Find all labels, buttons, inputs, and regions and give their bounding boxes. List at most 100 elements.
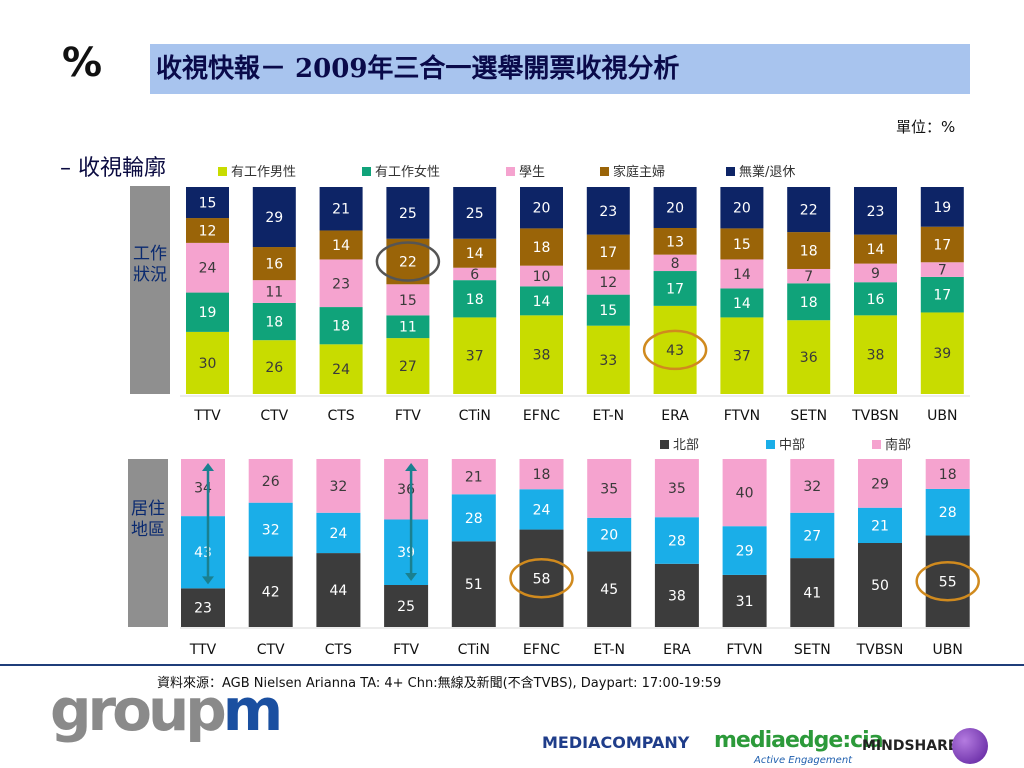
percent-mark: % xyxy=(62,40,103,86)
bar-segment-ftv xyxy=(386,284,430,316)
data-label: 16 xyxy=(867,292,885,308)
bar-segment-cts xyxy=(316,553,361,627)
x-tick-label: TVBSN xyxy=(856,642,904,658)
data-label: 14 xyxy=(466,246,484,262)
bar-segment-efnc xyxy=(520,286,563,316)
bar-segment-setn xyxy=(787,187,831,233)
bar-segment-ftvn xyxy=(720,187,764,229)
highlight-circle xyxy=(375,241,441,282)
data-label: 30 xyxy=(199,356,217,372)
data-label: 24 xyxy=(329,526,347,542)
data-label: 39 xyxy=(933,346,951,362)
side-label-region: 居住地區 xyxy=(128,459,168,627)
legend-unemployed-retired: 無業/退休 xyxy=(726,161,795,180)
page-title: 收視快報－ 2009年三合一選舉開票收視分析 xyxy=(150,44,970,94)
unit-label: 單位：% xyxy=(896,118,956,136)
bar-segment-setn xyxy=(787,320,831,394)
bar-segment-ctv xyxy=(252,187,296,248)
bar-segment-ttv xyxy=(186,331,229,394)
data-label: 25 xyxy=(399,206,417,222)
data-label: 10 xyxy=(533,269,551,285)
legend-label: 家庭主婦 xyxy=(613,165,666,180)
data-label: 12 xyxy=(199,223,217,239)
bar-segment-era xyxy=(653,227,697,255)
mindshare-logo: MINDSHARE xyxy=(862,738,958,754)
data-label: 11 xyxy=(399,320,417,336)
legend-employed-male: 有工作男性 xyxy=(218,161,296,180)
groupm-logo-text: group xyxy=(50,676,227,744)
range-arrow-head xyxy=(202,463,214,471)
legend-south: 南部 xyxy=(872,434,911,453)
data-label: 18 xyxy=(265,315,283,331)
bar-segment-ftv xyxy=(384,459,429,520)
bar-segment-tvbsn xyxy=(858,459,902,508)
data-label: 15 xyxy=(399,293,417,309)
data-label: 13 xyxy=(666,234,684,250)
data-label: 23 xyxy=(599,204,617,220)
data-label: 17 xyxy=(933,238,951,254)
x-tick-label: FTV xyxy=(393,642,419,658)
data-source-note: 資料來源：AGB Nielsen Arianna TA: 4+ Chn:無線及新… xyxy=(157,676,722,691)
data-label: 35 xyxy=(600,481,618,497)
data-label: 6 xyxy=(470,267,479,283)
data-label: 14 xyxy=(533,294,551,310)
chart-2: 234334TTV423226CTV442432CTS253936FTV5128… xyxy=(180,459,980,658)
data-label: 20 xyxy=(733,201,751,217)
section-subtitle: – 收視輪廓 xyxy=(60,156,166,181)
legend-central: 中部 xyxy=(766,434,805,453)
data-label: 35 xyxy=(668,481,686,497)
data-label: 21 xyxy=(871,518,889,534)
data-label: 20 xyxy=(533,201,551,217)
legend-label: 有工作女性 xyxy=(375,165,441,180)
bar-segment-ctin xyxy=(453,187,497,239)
range-arrow-head xyxy=(202,576,214,585)
legend-student: 學生 xyxy=(506,161,545,180)
x-tick-label: TTV xyxy=(189,642,217,658)
x-tick-label: FTVN xyxy=(726,642,762,658)
bar-segment-cts xyxy=(319,230,363,260)
legend-label: 學生 xyxy=(519,165,546,180)
bar-segment-ubn xyxy=(920,312,964,394)
bar-segment-ubn xyxy=(920,187,964,227)
data-label: 18 xyxy=(533,467,551,483)
x-tick-label: CTV xyxy=(257,642,285,658)
data-label: 26 xyxy=(262,474,280,490)
data-label: 41 xyxy=(803,586,821,602)
bar-segment-era xyxy=(654,563,699,627)
data-label: 18 xyxy=(466,292,484,308)
bar-segment-setn xyxy=(787,283,831,321)
bar-segment-ctv xyxy=(248,459,293,503)
data-label: 28 xyxy=(668,534,686,550)
data-label: 29 xyxy=(736,544,754,560)
bar-segment-era xyxy=(653,254,697,272)
bar-segment-ctin xyxy=(451,494,496,542)
legend-swatch xyxy=(726,167,735,176)
data-label: 33 xyxy=(599,353,617,369)
data-label: 37 xyxy=(466,349,484,365)
bar-segment-ctin xyxy=(453,317,497,394)
bar-segment-ctv xyxy=(252,280,296,303)
data-label: 17 xyxy=(933,288,951,304)
x-tick-label: CTiN xyxy=(459,408,491,424)
bar-segment-ttv xyxy=(186,218,229,243)
bar-segment-ttv xyxy=(186,242,229,293)
x-tick-label: ERA xyxy=(663,642,691,658)
bar-segment-ftv xyxy=(384,585,429,627)
data-label: 55 xyxy=(939,574,957,590)
data-label: 14 xyxy=(867,242,885,258)
legend-label: 北部 xyxy=(673,438,700,453)
side-label-work-status: 工作狀況 xyxy=(130,186,170,394)
data-label: 14 xyxy=(332,238,350,254)
bar-segment-ftvn xyxy=(720,317,764,394)
bar-segment-ftvn xyxy=(720,259,764,289)
highlight-circle xyxy=(915,561,980,602)
bar-segment-ubn xyxy=(920,276,964,313)
data-label: 14 xyxy=(733,267,751,283)
bar-segment-ctin xyxy=(453,267,497,281)
data-label: 38 xyxy=(867,348,885,364)
data-label: 8 xyxy=(671,256,680,272)
x-tick-label: EFNC xyxy=(523,408,560,424)
data-label: 21 xyxy=(332,202,350,218)
bar-segment-ftvn xyxy=(720,228,764,260)
data-label: 20 xyxy=(600,528,618,544)
